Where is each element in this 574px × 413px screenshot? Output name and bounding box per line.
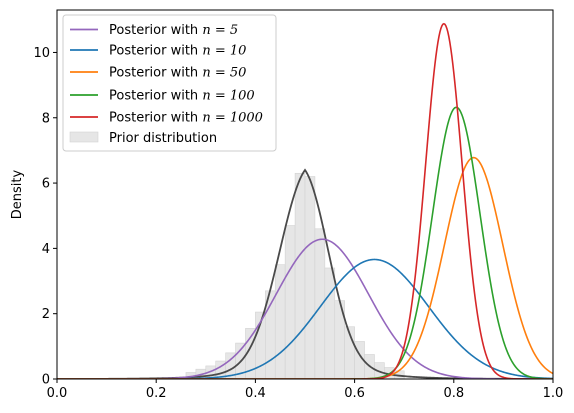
y-tick-label: 4 [42, 242, 50, 257]
legend-label-math: n = 100 [202, 89, 254, 104]
y-axis: 0 2 4 6 8 10 [33, 46, 57, 388]
y-axis-label: Density [10, 169, 25, 219]
legend-label-prefix: Posterior with [109, 111, 202, 126]
legend-label: Posterior with n = 100 [109, 89, 255, 104]
histogram-bar [294, 172, 306, 379]
legend-label-math: n = 10 [202, 44, 246, 59]
prior-histogram [185, 172, 405, 379]
legend-label-prior: Prior distribution [109, 131, 217, 146]
legend-label-prefix: Posterior with [109, 66, 202, 81]
legend-label-math: n = 5 [202, 23, 238, 38]
posterior-curve-2 [57, 156, 553, 379]
legend-label-math: n = 1000 [202, 111, 263, 126]
x-tick-label: 0.2 [146, 386, 167, 401]
plot-frame [56, 9, 554, 380]
y-tick-label: 2 [42, 307, 50, 322]
legend-box [62, 14, 277, 152]
histogram-bar [304, 176, 316, 379]
posterior-curve-3 [57, 106, 553, 379]
histogram-bar [324, 267, 336, 379]
legend-label-prefix: Posterior with [109, 89, 202, 104]
legend-label: Posterior with n = 10 [109, 44, 246, 59]
legend-label-prefix: Posterior with [109, 23, 202, 38]
x-tick-label: 0.8 [443, 386, 464, 401]
y-tick-label: 10 [33, 46, 50, 61]
y-tick-label: 0 [42, 373, 50, 388]
histogram-bar [284, 225, 296, 379]
legend-label-prefix: Posterior with [109, 44, 202, 59]
histogram-bar [314, 228, 326, 379]
x-tick-label: 0.4 [245, 386, 266, 401]
y-tick-label: 8 [42, 111, 50, 126]
x-tick-label: 1.0 [543, 386, 564, 401]
legend-label: Posterior with n = 1000 [109, 111, 263, 126]
y-tick-label: 6 [42, 177, 50, 192]
legend-label: Posterior with n = 50 [109, 66, 246, 81]
x-tick-label: 0.0 [47, 386, 68, 401]
x-axis: 0.0 0.2 0.4 0.6 0.8 1.0 [47, 379, 564, 401]
posterior-curve-4 [57, 22, 553, 379]
legend-label: Posterior with n = 5 [109, 23, 238, 38]
x-tick-label: 0.6 [344, 386, 365, 401]
legend-label-math: n = 50 [202, 66, 246, 81]
legend-swatch-prior [69, 131, 99, 143]
